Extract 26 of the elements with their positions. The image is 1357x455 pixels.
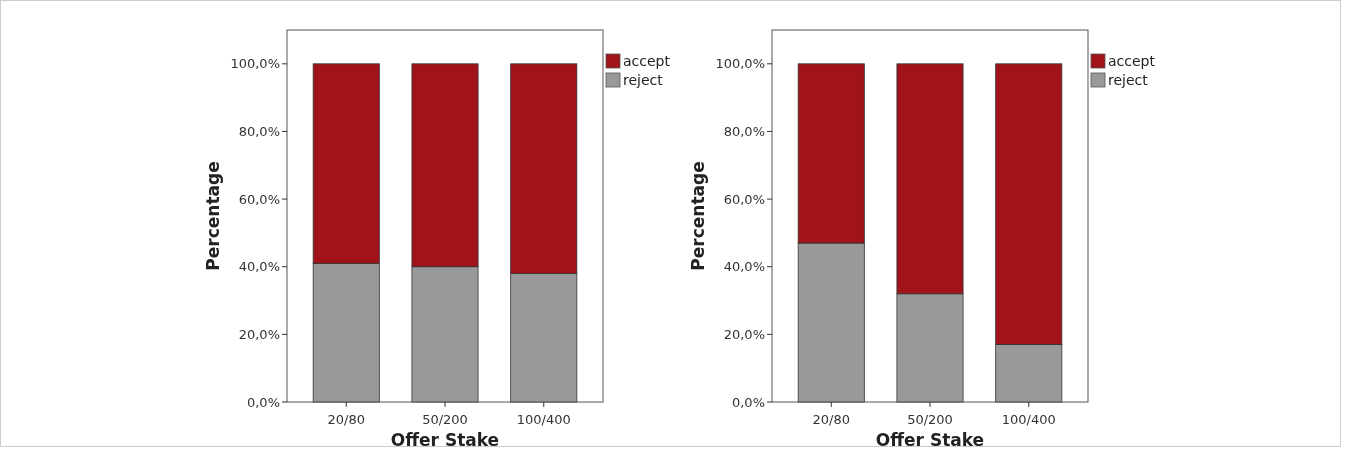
y-tick-label: 60,0% <box>238 191 280 207</box>
x-tick-label: 100/400 <box>516 412 571 427</box>
y-tick-label: 0,0% <box>246 394 280 410</box>
x-tick-label: 100/400 <box>1001 412 1056 427</box>
x-tick-label: 50/200 <box>422 412 468 427</box>
x-tick-label: 50/200 <box>907 412 953 427</box>
y-tick-label: 20,0% <box>238 326 280 342</box>
x-tick-label: 20/80 <box>812 412 850 427</box>
y-axis-title: Percentage <box>203 161 223 271</box>
y-tick-label: 0,0% <box>731 394 765 410</box>
x-axis-title: Offer Stake <box>875 430 985 450</box>
y-tick-label: 40,0% <box>238 259 280 275</box>
y-tick-label: 80,0% <box>723 124 765 139</box>
legend-label: accept <box>623 53 671 69</box>
legend-label: accept <box>1108 53 1156 69</box>
y-tick-label: 60,0% <box>723 191 765 207</box>
legend-label: reject <box>623 72 664 88</box>
y-tick-label: 80,0% <box>238 124 280 139</box>
y-axis-title: Percentage <box>688 161 708 271</box>
x-tick-label: 20/80 <box>327 412 365 427</box>
x-axis-title: Offer Stake <box>390 430 500 450</box>
y-tick-label: 40,0% <box>723 259 765 275</box>
y-tick-label: 100,0% <box>230 56 280 72</box>
y-tick-label: 20,0% <box>723 326 765 342</box>
legend-label: reject <box>1108 72 1149 88</box>
y-tick-label: 100,0% <box>715 56 765 72</box>
